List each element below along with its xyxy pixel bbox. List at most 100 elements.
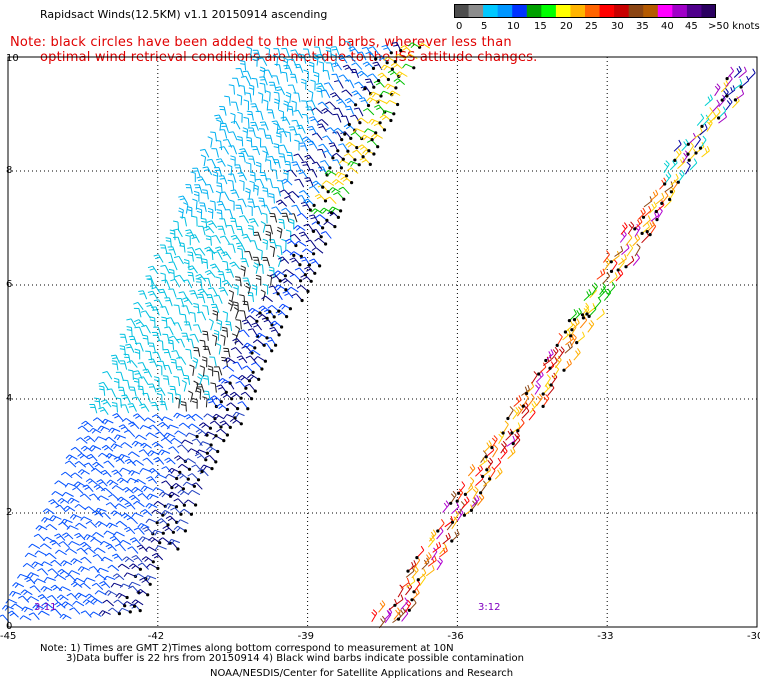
wind-barb-feather	[474, 497, 478, 502]
contamination-dot	[299, 254, 303, 258]
wind-barb	[124, 512, 133, 520]
wind-barb	[482, 479, 492, 487]
wind-barb-feather	[264, 47, 270, 50]
wind-barb-feather	[176, 519, 181, 524]
wind-barb-feather	[311, 107, 316, 112]
wind-barb	[152, 468, 161, 475]
wind-barb-feather	[113, 380, 119, 383]
contamination-dot	[343, 132, 347, 136]
wind-barb-feather	[112, 413, 118, 417]
wind-barb	[542, 386, 551, 395]
wind-barb-feather	[306, 157, 312, 160]
wind-barb-feather	[126, 318, 132, 321]
wind-barb-feather	[96, 495, 102, 500]
wind-barb-feather	[239, 85, 245, 87]
wind-barb	[439, 550, 448, 558]
contamination-dot	[462, 513, 466, 517]
wind-barb-feather	[311, 161, 317, 165]
wind-barb	[111, 388, 116, 398]
wind-barb-feather	[716, 83, 721, 88]
wind-barb	[76, 577, 86, 583]
contamination-dot	[609, 269, 614, 273]
wind-barb	[200, 279, 203, 289]
wind-barb-feather	[418, 42, 423, 47]
wind-barb-feather	[229, 199, 235, 202]
contamination-dot	[333, 225, 337, 229]
wind-barb	[92, 445, 102, 450]
wind-barb-feather	[652, 191, 656, 197]
wind-barb	[218, 193, 222, 203]
wind-barb-feather	[177, 473, 182, 477]
wind-barb-feather	[173, 376, 179, 378]
wind-barb-feather	[311, 221, 317, 225]
wind-barb-feather	[72, 486, 77, 491]
wind-barb	[122, 387, 126, 397]
wind-barb-feather	[301, 259, 307, 262]
wind-barb	[436, 561, 443, 571]
wind-barb-feather	[94, 436, 99, 442]
wind-barb-feather	[372, 61, 378, 64]
wind-barb	[599, 286, 606, 296]
wind-barb	[309, 239, 317, 248]
wind-barb-feather	[237, 245, 243, 248]
contamination-dot	[367, 149, 371, 153]
wind-barb-feather	[371, 120, 375, 125]
wind-barb	[85, 420, 93, 428]
wind-barb-feather	[99, 540, 105, 546]
wind-barb-feather	[226, 271, 232, 273]
wind-barb-feather	[121, 418, 127, 422]
wind-barb	[257, 186, 259, 196]
wind-barb-feather	[124, 488, 130, 493]
wind-barb	[494, 471, 503, 480]
wind-barb-feather	[131, 599, 136, 604]
wind-barb-feather	[574, 320, 578, 326]
wind-barb	[248, 251, 253, 261]
wind-barb-feather	[80, 470, 85, 475]
wind-barb-feather	[80, 610, 86, 614]
wind-barb-feather	[128, 494, 134, 499]
wind-barb-feather	[516, 431, 520, 437]
wind-barb-feather	[693, 158, 698, 164]
wind-barb	[405, 570, 415, 578]
wind-barb	[226, 261, 229, 272]
wind-barb	[131, 546, 139, 554]
wind-barb-feather	[111, 485, 117, 490]
wind-barb-feather	[27, 596, 32, 601]
wind-barb	[254, 240, 258, 250]
wind-barb-feather	[157, 389, 163, 393]
wind-barb-feather	[187, 274, 193, 277]
wind-barb	[214, 201, 216, 211]
wind-barb-feather	[169, 232, 175, 235]
wind-barb-feather	[527, 384, 530, 390]
wind-barb-feather	[411, 562, 414, 567]
wind-barb	[191, 489, 201, 496]
wind-barb-feather	[57, 568, 63, 573]
wind-barb-feather	[56, 594, 62, 599]
wind-barb-feather	[308, 116, 314, 119]
wind-barb	[96, 582, 104, 590]
wind-barb-feather	[345, 125, 351, 130]
wind-barb	[280, 86, 286, 96]
wind-barb	[706, 122, 713, 132]
wind-barb-feather	[571, 336, 576, 341]
wind-barb	[146, 393, 151, 403]
wind-barb-feather	[300, 81, 307, 85]
contamination-dot	[686, 142, 690, 146]
wind-barb	[30, 572, 40, 577]
wind-barb-feather	[202, 330, 208, 333]
wind-barb-feather	[353, 92, 359, 96]
wind-barb	[38, 550, 47, 556]
wind-barb	[61, 568, 70, 576]
wind-barb-feather	[112, 363, 118, 365]
wind-barb-feather	[313, 182, 319, 187]
contamination-dot	[270, 349, 274, 353]
wind-barb-feather	[628, 233, 633, 238]
wind-barb	[625, 237, 633, 246]
wind-barb-feather	[259, 69, 265, 73]
wind-barb-feather	[268, 269, 275, 272]
wind-barb	[650, 214, 660, 222]
wind-barb	[177, 221, 180, 231]
wind-barb-feather	[683, 141, 687, 146]
wind-barb-feather	[155, 431, 161, 435]
wind-barb-feather	[454, 531, 458, 537]
